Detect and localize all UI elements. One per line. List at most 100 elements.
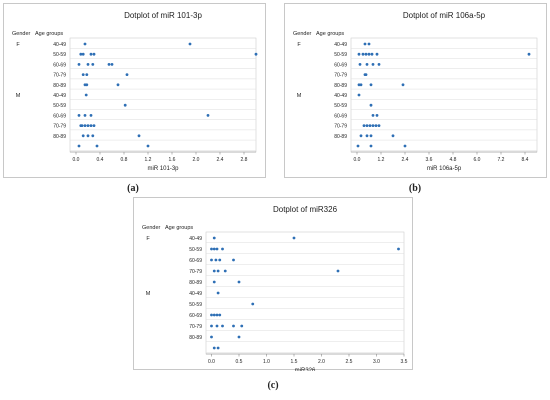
data-point [356, 144, 360, 148]
x-tick-label: 0.0 [354, 157, 361, 163]
x-tick-label: 6.0 [474, 157, 481, 163]
age-tick-label: 70-79 [334, 124, 347, 130]
data-point [212, 247, 216, 251]
data-point [216, 291, 220, 295]
age-tick-label: 60-69 [334, 62, 347, 68]
age-tick-label: 40-49 [189, 236, 202, 242]
data-point [210, 258, 213, 262]
age-tick-label: 50-59 [53, 52, 66, 58]
data-point [206, 114, 210, 117]
data-point [336, 269, 340, 273]
data-point [365, 63, 369, 66]
age-tick-label: 50-59 [334, 52, 347, 58]
data-point [84, 93, 88, 97]
data-point [212, 346, 216, 350]
x-tick-label: 0.0 [208, 359, 215, 365]
data-point [369, 144, 373, 148]
age-tick-label: 80-89 [334, 83, 347, 89]
data-point [240, 324, 244, 328]
gender-label: F [16, 42, 20, 48]
age-tick-label: 80-89 [53, 134, 66, 140]
data-point [251, 302, 255, 306]
data-point [368, 124, 372, 127]
data-point [86, 63, 90, 66]
data-point [92, 124, 96, 127]
age-tick-label: 50-59 [189, 302, 202, 308]
age-tick-label: 80-89 [334, 134, 347, 140]
data-point [92, 52, 96, 56]
data-point [110, 63, 114, 66]
age-tick-label: 50-59 [189, 247, 202, 253]
age-tick-label: 70-79 [189, 269, 202, 275]
data-point [369, 103, 373, 107]
gender-label: F [297, 42, 301, 48]
data-point [397, 247, 400, 251]
data-point [210, 313, 213, 317]
age-tick-label: 40-49 [189, 291, 202, 297]
age-tick-label: 40-49 [53, 42, 66, 48]
x-tick-label: 0.4 [97, 157, 104, 163]
data-point [214, 258, 218, 262]
gender-label: M [297, 93, 302, 99]
data-point [237, 280, 241, 284]
caption-c: (c) [267, 380, 279, 391]
age-tick-label: 60-69 [53, 62, 66, 68]
plot-frame [205, 231, 405, 355]
x-tick-label: 1.2 [378, 157, 385, 163]
x-tick-label: 2.5 [346, 359, 353, 365]
x-tick-label: 1.0 [263, 359, 270, 365]
age-tick-label: 70-79 [53, 124, 66, 130]
data-point [357, 83, 361, 87]
chart-title: Dotplot of miR 101-3p [124, 11, 202, 20]
data-point [374, 124, 378, 127]
age-tick-label: 80-89 [189, 280, 202, 286]
x-tick-label: 4.8 [450, 157, 457, 163]
gender-axis-label: Gender [142, 225, 161, 231]
data-point [86, 134, 90, 138]
data-point [359, 83, 363, 87]
x-tick-label: 7.2 [498, 157, 505, 163]
chart-a: Dotplot of miR 101-3p Gender Age groups 40-… [12, 11, 258, 172]
age-tick-label: 60-69 [334, 113, 347, 119]
data-point [357, 52, 361, 56]
data-point [254, 52, 258, 56]
age-tick-label: 80-89 [189, 335, 202, 341]
data-point [210, 335, 213, 339]
data-point [377, 63, 381, 66]
data-point [77, 114, 81, 117]
data-point [81, 73, 85, 76]
x-tick-label: 1.6 [169, 157, 176, 163]
data-point [371, 63, 375, 66]
panel-a: Dotplot of miR 101-3p Gender Age groups 40-… [3, 3, 266, 178]
age-tick-label: 40-49 [334, 42, 347, 48]
data-point [362, 124, 366, 127]
data-point [371, 114, 375, 117]
gender-axis-label: Gender [293, 31, 312, 37]
data-point [212, 269, 216, 273]
data-point [221, 324, 224, 328]
age-tick-label: 70-79 [334, 73, 347, 79]
age-tick-label: 80-89 [53, 83, 66, 89]
chart-title: Dotplot of miR 106a-5p [403, 11, 486, 20]
x-axis-label: miR 101-3p [147, 166, 179, 172]
data-point [359, 134, 363, 138]
age-axis-label: Age groups [165, 225, 193, 231]
data-point [364, 73, 368, 76]
x-tick-label: 3.6 [426, 157, 433, 163]
x-tick-label: 3.5 [401, 359, 408, 365]
data-point [357, 93, 361, 97]
age-tick-label: 60-69 [189, 313, 202, 319]
data-point [215, 313, 219, 317]
data-point [83, 114, 87, 117]
age-axis-label: Age groups [35, 31, 63, 37]
panel-c: Dotplot of miR326 Gender Age groups 40-49 F 5… [133, 197, 413, 371]
data-point [363, 42, 367, 46]
data-point [375, 52, 379, 56]
data-point [95, 144, 99, 148]
age-tick-label: 40-49 [334, 93, 347, 99]
data-point [212, 313, 216, 317]
data-point [107, 63, 111, 66]
data-point [123, 103, 127, 107]
chart-c: Dotplot of miR326 Gender Age groups 40-49 F 5… [142, 205, 408, 371]
data-point [401, 83, 405, 87]
